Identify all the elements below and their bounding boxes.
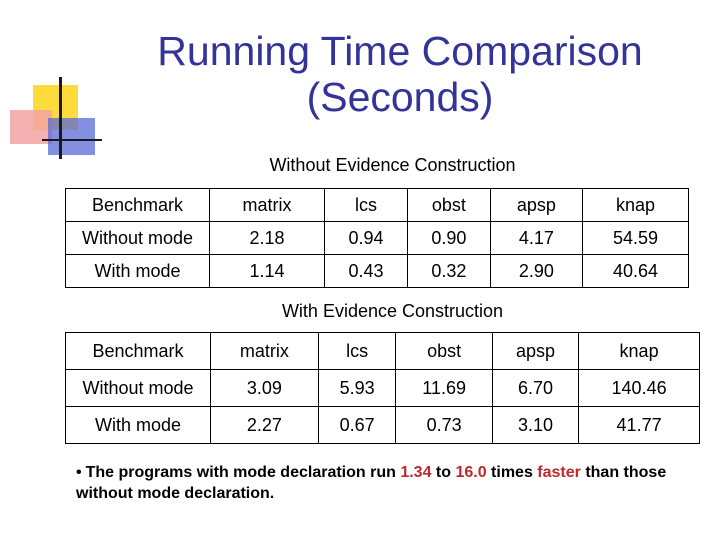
header-cell: lcs bbox=[324, 188, 408, 222]
header-cell: Benchmark bbox=[65, 188, 210, 222]
table-row: Without mode 3.09 5.93 11.69 6.70 140.46 bbox=[65, 369, 700, 407]
header-cell: knap bbox=[578, 332, 700, 370]
table-header-row: Benchmark matrix lcs obst apsp knap bbox=[65, 188, 689, 222]
bullet-text-part: The programs with mode declaration run bbox=[85, 464, 401, 481]
table-cell: 5.93 bbox=[317, 369, 397, 407]
header-cell: matrix bbox=[210, 332, 319, 370]
table-cell: 2.90 bbox=[489, 254, 584, 288]
table-cell: Without mode bbox=[65, 221, 210, 255]
header-cell: obst bbox=[395, 332, 493, 370]
summary-bullet: • The programs with mode declaration run … bbox=[76, 462, 706, 504]
header-cell: matrix bbox=[208, 188, 326, 222]
bullet-text-part: than those without mode declaration. bbox=[76, 464, 667, 502]
header-cell: Benchmark bbox=[65, 332, 211, 370]
speedup-low-value: 1.34 bbox=[400, 464, 432, 481]
table-cell: 0.90 bbox=[406, 221, 491, 255]
bullet-marker: • bbox=[76, 464, 82, 481]
table-cell: 3.09 bbox=[210, 369, 319, 407]
logo-vertical-line bbox=[59, 77, 62, 159]
table-cell: 54.59 bbox=[582, 221, 689, 255]
table-cell: 0.32 bbox=[406, 254, 491, 288]
faster-highlight: faster bbox=[537, 464, 581, 481]
table-cell: 11.69 bbox=[395, 369, 493, 407]
header-cell: lcs bbox=[317, 332, 397, 370]
bullet-text-part: times bbox=[486, 464, 538, 481]
table-cell: 0.73 bbox=[395, 406, 493, 444]
header-cell: apsp bbox=[491, 332, 580, 370]
table-cell: 140.46 bbox=[578, 369, 700, 407]
table-cell: 4.17 bbox=[489, 221, 584, 255]
table-cell: 41.77 bbox=[578, 406, 700, 444]
slide-logo bbox=[0, 0, 110, 170]
header-cell: apsp bbox=[489, 188, 584, 222]
logo-blue-square bbox=[48, 118, 95, 155]
table-cell: 0.43 bbox=[324, 254, 408, 288]
table-with-evidence: Benchmark matrix lcs obst apsp knap With… bbox=[65, 332, 700, 444]
header-cell: obst bbox=[406, 188, 491, 222]
table-cell: 6.70 bbox=[491, 369, 580, 407]
logo-pink-square bbox=[10, 110, 52, 144]
table-row: With mode 2.27 0.67 0.73 3.10 41.77 bbox=[65, 406, 700, 444]
table-cell: 40.64 bbox=[582, 254, 689, 288]
speedup-high-value: 16.0 bbox=[455, 464, 487, 481]
table-cell: 0.94 bbox=[324, 221, 408, 255]
slide-title: Running Time Comparison (Seconds) bbox=[120, 28, 680, 120]
table-cell: 3.10 bbox=[491, 406, 580, 444]
table-cell: 0.67 bbox=[317, 406, 397, 444]
table-cell: Without mode bbox=[65, 369, 211, 407]
title-line-2: (Seconds) bbox=[306, 74, 494, 120]
logo-horizontal-line bbox=[42, 139, 102, 141]
table-cell: With mode bbox=[65, 254, 210, 288]
table1-caption: Without Evidence Construction bbox=[269, 155, 516, 175]
table-without-evidence: Benchmark matrix lcs obst apsp knap With… bbox=[65, 188, 689, 288]
title-line-1: Running Time Comparison bbox=[157, 28, 643, 74]
table2-caption: With Evidence Construction bbox=[281, 301, 504, 321]
bullet-text-part: to bbox=[431, 464, 456, 481]
table-header-row: Benchmark matrix lcs obst apsp knap bbox=[65, 332, 700, 370]
header-cell: knap bbox=[582, 188, 689, 222]
table-row: With mode 1.14 0.43 0.32 2.90 40.64 bbox=[65, 254, 689, 288]
table-row: Without mode 2.18 0.94 0.90 4.17 54.59 bbox=[65, 221, 689, 255]
table-cell: 2.18 bbox=[208, 221, 326, 255]
table-cell: 2.27 bbox=[210, 406, 319, 444]
table-cell: With mode bbox=[65, 406, 211, 444]
table-cell: 1.14 bbox=[208, 254, 326, 288]
